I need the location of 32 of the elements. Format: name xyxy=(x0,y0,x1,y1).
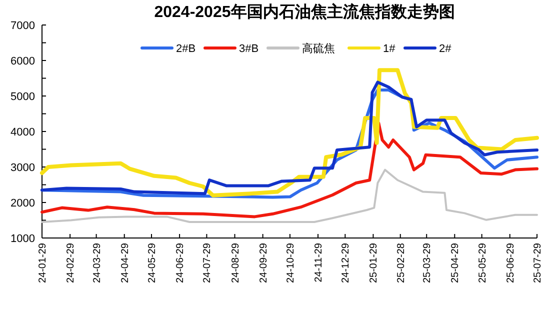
x-tick-label: 24-06-29 xyxy=(175,242,186,284)
y-tick-label: 4000 xyxy=(10,126,35,138)
x-tick-label: 25-06-29 xyxy=(505,242,516,284)
x-tick-label: 24-01-29 xyxy=(38,242,48,284)
x-tick-label: 24-04-29 xyxy=(120,242,131,284)
y-tick-label: 3000 xyxy=(10,162,35,174)
y-tick-label: 1000 xyxy=(10,233,35,245)
y-tick-label: 6000 xyxy=(10,56,35,68)
x-tick-label: 25-05-29 xyxy=(477,242,488,284)
x-tick-label: 24-08-29 xyxy=(230,242,242,284)
legend-label: 2#B xyxy=(176,43,196,55)
x-tick-label: 25-04-29 xyxy=(450,242,462,284)
x-tick-label: 24-07-29 xyxy=(202,242,214,284)
x-tick-label: 24-02-29 xyxy=(66,242,77,284)
x-tick-label: 25-01-29 xyxy=(368,242,380,284)
x-tick-label: 25-03-29 xyxy=(422,242,434,284)
title: 2024-2025年国内石油焦主流焦指数走势图 xyxy=(154,4,455,21)
legend-label: 2# xyxy=(439,43,452,55)
y-tick-label: 7000 xyxy=(10,20,35,32)
y-tick-label: 5000 xyxy=(10,91,35,103)
x-tick-label: 24-10-29 xyxy=(285,242,296,284)
legend-label: 高硫焦 xyxy=(302,42,335,55)
x-tick-label: 24-09-29 xyxy=(258,242,270,284)
x-tick-label: 24-05-29 xyxy=(146,242,158,284)
x-tick-label: 25-07-29 xyxy=(532,242,544,284)
x-tick-label: 24-12-29 xyxy=(340,242,352,284)
x-tick-label: 24-03-29 xyxy=(92,242,103,284)
y-tick-label: 2000 xyxy=(10,198,35,210)
x-tick-label: 25-02-28 xyxy=(396,242,407,284)
legend-label: 1# xyxy=(383,43,396,55)
legend-label: 3#B xyxy=(239,43,259,55)
x-tick-label: 24-11-29 xyxy=(314,242,325,282)
